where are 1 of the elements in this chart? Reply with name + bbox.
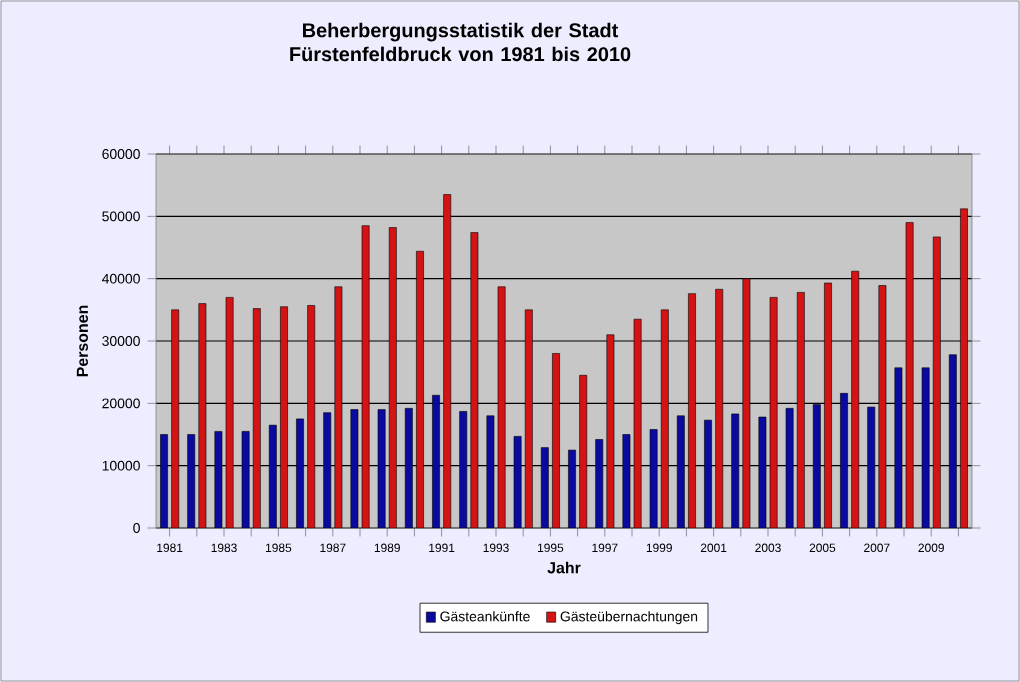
chart-title: Beherbergungsstatistik der Stadt Fürstenfeldbruck von 1981 bis 2010: [290, 22, 631, 62]
